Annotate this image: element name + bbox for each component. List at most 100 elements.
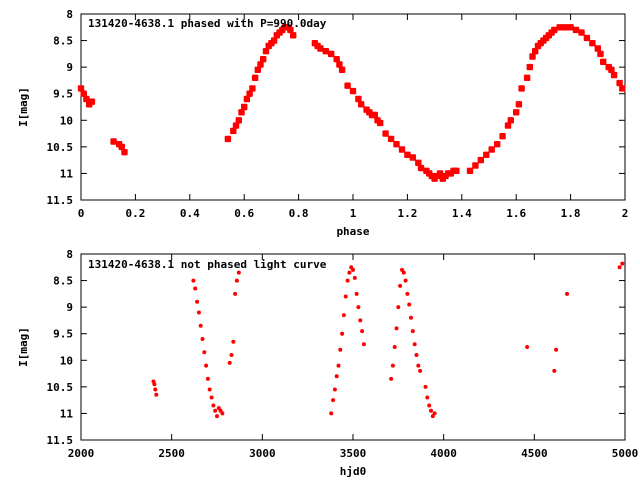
phased-data-point [436, 170, 444, 177]
unphased-data-point [409, 315, 413, 320]
phased-plot-ylabel: I[mag] [17, 87, 30, 127]
unphased-x-tick-label: 2000 [68, 447, 95, 460]
phased-data-point [243, 95, 251, 103]
phased-x-tick-label: 0.6 [234, 207, 254, 220]
unphased-data-point [207, 387, 212, 392]
unphased-data-point [405, 291, 410, 296]
unphased-data-point [345, 278, 350, 283]
phased-data-point [507, 117, 514, 124]
phased-data-point [589, 40, 596, 47]
phased-data-point [322, 48, 329, 55]
unphased-x-tick-label: 4500 [521, 447, 548, 460]
unphased-data-point [329, 411, 334, 416]
unphased-data-point [198, 323, 203, 328]
unphased-data-point [617, 265, 622, 270]
phased-data-point [600, 58, 607, 65]
phased-data-point [417, 164, 425, 172]
unphased-data-point [525, 345, 530, 349]
phased-data-point [608, 66, 615, 73]
phased-data-point [453, 167, 460, 174]
phased-y-tick-label: 10.5 [47, 141, 74, 154]
phased-data-point [518, 85, 525, 92]
phased-data-point [80, 90, 87, 97]
phased-data-point [532, 48, 539, 55]
phased-data-point [349, 87, 357, 95]
unphased-data-point [427, 403, 432, 408]
phased-data-point [290, 32, 297, 39]
unphased-data-point [338, 347, 343, 352]
phased-data-point [523, 74, 531, 81]
phased-x-tick-label: 0.2 [125, 207, 145, 220]
unphased-data-point [193, 286, 198, 291]
unphased-x-tick-label: 4000 [430, 447, 457, 460]
phased-data-point [466, 167, 474, 174]
unphased-data-point [429, 408, 433, 413]
unphased-data-point [213, 408, 218, 413]
phased-data-point [382, 130, 389, 137]
phased-data-point [371, 111, 378, 119]
phased-x-tick-label: 1.4 [452, 207, 472, 220]
phased-data-point [270, 37, 278, 44]
unphased-data-point [356, 305, 361, 310]
unphased-data-point [354, 291, 359, 296]
phased-x-tick-label: 1.2 [397, 207, 417, 220]
phased-data-point [526, 63, 533, 71]
phased-y-tick-label: 9 [66, 61, 73, 74]
unphased-data-point [234, 278, 239, 283]
unphased-data-point [403, 278, 408, 283]
phased-data-point [393, 141, 400, 148]
unphased-data-point [358, 318, 363, 323]
unphased-data-point [191, 278, 196, 283]
phased-data-point [572, 26, 580, 34]
phased-data-point [251, 74, 259, 81]
phased-data-point [499, 133, 506, 140]
unphased-data-point [425, 395, 430, 400]
unphased-data-point [211, 403, 216, 408]
unphased-data-point [347, 270, 352, 275]
phased-y-tick-label: 11.5 [47, 194, 74, 207]
phased-data-point [238, 109, 245, 116]
unphased-plot: 2000 2500 3000 3500 4000 4500 5000 8 8.5 9 9.5 10 10… [17, 248, 638, 478]
unphased-data-point [200, 337, 205, 341]
unphased-data-point [153, 387, 158, 392]
phased-data-point [235, 117, 242, 124]
unphased-data-point [196, 310, 201, 315]
unphased-data-point [332, 387, 337, 392]
phased-data-point [472, 162, 479, 169]
phased-data-point [230, 127, 237, 135]
unphased-data-point [361, 342, 366, 347]
unphased-y-tick-label: 9.5 [53, 328, 73, 341]
unphased-data-point [341, 313, 346, 318]
unphased-data-point [227, 360, 232, 365]
unphased-data-point [205, 376, 210, 381]
phased-data-point [513, 109, 520, 116]
phased-data-point [562, 24, 569, 31]
unphased-data-point [414, 353, 419, 357]
phased-data-point [344, 82, 351, 89]
phased-data-point [409, 154, 416, 161]
phased-data-point [328, 50, 335, 58]
phased-data-point [504, 122, 512, 129]
phased-data-point [355, 95, 362, 103]
unphased-data-point [416, 363, 421, 368]
phased-data-point [224, 135, 232, 143]
unphased-x-tick-label: 2500 [158, 447, 185, 460]
phased-x-tick-label: 2 [622, 207, 629, 220]
phased-data-point [338, 66, 346, 73]
phased-data-point [317, 45, 324, 52]
unphased-data-point [220, 411, 225, 416]
unphased-data-point [340, 331, 345, 336]
unphased-data-point [231, 339, 236, 344]
phased-data-point [483, 151, 490, 158]
phased-data-point [260, 56, 267, 63]
unphased-plot-xlabel: hjd0 [340, 465, 367, 478]
unphased-y-tick-label: 10.5 [47, 381, 74, 394]
unphased-data-point [233, 291, 238, 296]
phased-data-point [336, 61, 343, 68]
unphased-data-point [432, 411, 437, 416]
phased-plot-title: 131420-4638.1 phased with P=990.0day [88, 17, 327, 30]
phased-data-point [77, 85, 85, 92]
unphased-plot-frame [80, 253, 626, 441]
phased-data-point [377, 119, 384, 127]
unphased-data-point [565, 291, 569, 296]
